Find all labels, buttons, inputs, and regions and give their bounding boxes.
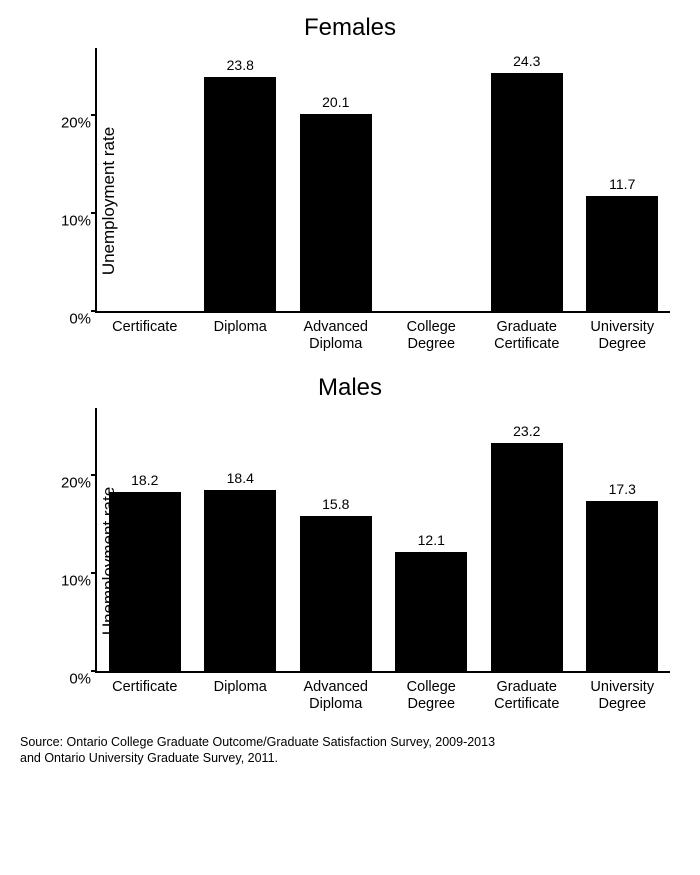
bar-value-label: 17.3 [586, 481, 658, 497]
y-tick-mark [91, 310, 97, 312]
males-x-labels: CertificateDiplomaAdvancedDiplomaCollege… [97, 673, 670, 714]
females-plot-area: 0%10%20%23.820.124.311.7 [95, 48, 670, 313]
x-category-label: AdvancedDiploma [288, 313, 384, 354]
males-plot-area: 0%10%20%18.218.415.812.123.217.3 [95, 408, 670, 673]
source-line-2: and Ontario University Graduate Survey, … [20, 750, 680, 767]
males-plot-wrap: Unemployment rate 0%10%20%18.218.415.812… [95, 408, 670, 714]
bar-value-label: 18.4 [204, 470, 276, 486]
bar-value-label: 15.8 [300, 496, 372, 512]
y-tick-mark [91, 670, 97, 672]
bar-value-label: 11.7 [586, 176, 658, 192]
males-chart-title: Males [20, 374, 680, 402]
source-line-1: Source: Ontario College Graduate Outcome… [20, 734, 680, 751]
females-chart-title: Females [20, 14, 680, 42]
bar-value-label: 20.1 [300, 94, 372, 110]
females-chart-panel: Females Unemployment rate 0%10%20%23.820… [20, 14, 680, 354]
x-category-label: CollegeDegree [384, 673, 480, 714]
females-x-labels: CertificateDiplomaAdvancedDiplomaCollege… [97, 313, 670, 354]
x-category-label: UniversityDegree [575, 313, 671, 354]
bar: 20.1 [300, 114, 372, 311]
y-tick-label: 0% [47, 311, 91, 328]
males-chart-panel: Males Unemployment rate 0%10%20%18.218.4… [20, 374, 680, 714]
bar: 12.1 [395, 552, 467, 671]
x-category-label: Diploma [193, 313, 289, 354]
y-tick-mark [91, 474, 97, 476]
bar: 18.2 [109, 492, 181, 671]
bar-value-label: 23.8 [204, 57, 276, 73]
bar: 23.2 [491, 443, 563, 671]
bar: 18.4 [204, 490, 276, 671]
x-category-label: CollegeDegree [384, 313, 480, 354]
bar: 24.3 [491, 73, 563, 312]
x-category-label: GraduateCertificate [479, 673, 575, 714]
x-category-label: AdvancedDiploma [288, 673, 384, 714]
source-citation: Source: Ontario College Graduate Outcome… [20, 734, 680, 768]
x-category-label: UniversityDegree [575, 673, 671, 714]
bar-value-label: 23.2 [491, 423, 563, 439]
x-category-label: Certificate [97, 673, 193, 714]
bar: 17.3 [586, 501, 658, 671]
females-plot-wrap: Unemployment rate 0%10%20%23.820.124.311… [95, 48, 670, 354]
y-tick-mark [91, 572, 97, 574]
x-category-label: Certificate [97, 313, 193, 354]
bar-value-label: 24.3 [491, 53, 563, 69]
x-category-label: Diploma [193, 673, 289, 714]
y-tick-mark [91, 212, 97, 214]
y-tick-mark [91, 114, 97, 116]
bar: 11.7 [586, 196, 658, 311]
y-tick-label: 20% [47, 114, 91, 131]
x-category-label: GraduateCertificate [479, 313, 575, 354]
y-tick-label: 0% [47, 670, 91, 687]
bar-value-label: 18.2 [109, 472, 181, 488]
chart-container: Females Unemployment rate 0%10%20%23.820… [0, 0, 700, 787]
bar-value-label: 12.1 [395, 532, 467, 548]
bar: 23.8 [204, 77, 276, 311]
y-tick-label: 10% [47, 572, 91, 589]
y-tick-label: 20% [47, 474, 91, 491]
bar: 15.8 [300, 516, 372, 671]
y-tick-label: 10% [47, 212, 91, 229]
